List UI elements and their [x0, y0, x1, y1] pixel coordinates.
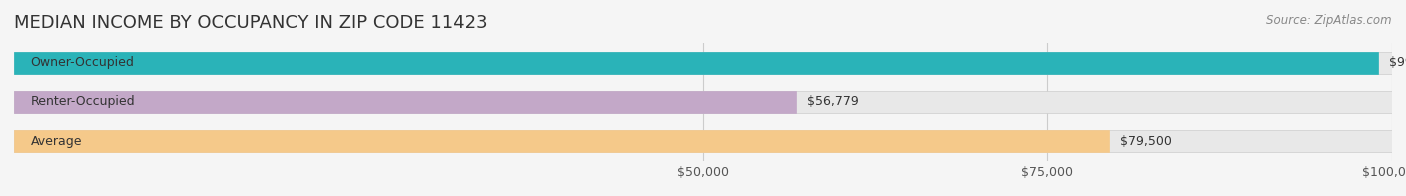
Text: $79,500: $79,500 [1121, 135, 1173, 148]
Text: MEDIAN INCOME BY OCCUPANCY IN ZIP CODE 11423: MEDIAN INCOME BY OCCUPANCY IN ZIP CODE 1… [14, 14, 488, 32]
Text: $56,779: $56,779 [807, 95, 859, 108]
Text: Average: Average [31, 135, 82, 148]
Bar [14, 52, 1378, 74]
Bar [14, 130, 1109, 152]
Text: Source: ZipAtlas.com: Source: ZipAtlas.com [1267, 14, 1392, 27]
Bar [14, 130, 1392, 152]
Bar [14, 52, 1392, 74]
Text: $99,010: $99,010 [1389, 56, 1406, 69]
Text: Owner-Occupied: Owner-Occupied [31, 56, 135, 69]
Text: Renter-Occupied: Renter-Occupied [31, 95, 135, 108]
Bar [14, 91, 796, 113]
Bar [14, 91, 1392, 113]
